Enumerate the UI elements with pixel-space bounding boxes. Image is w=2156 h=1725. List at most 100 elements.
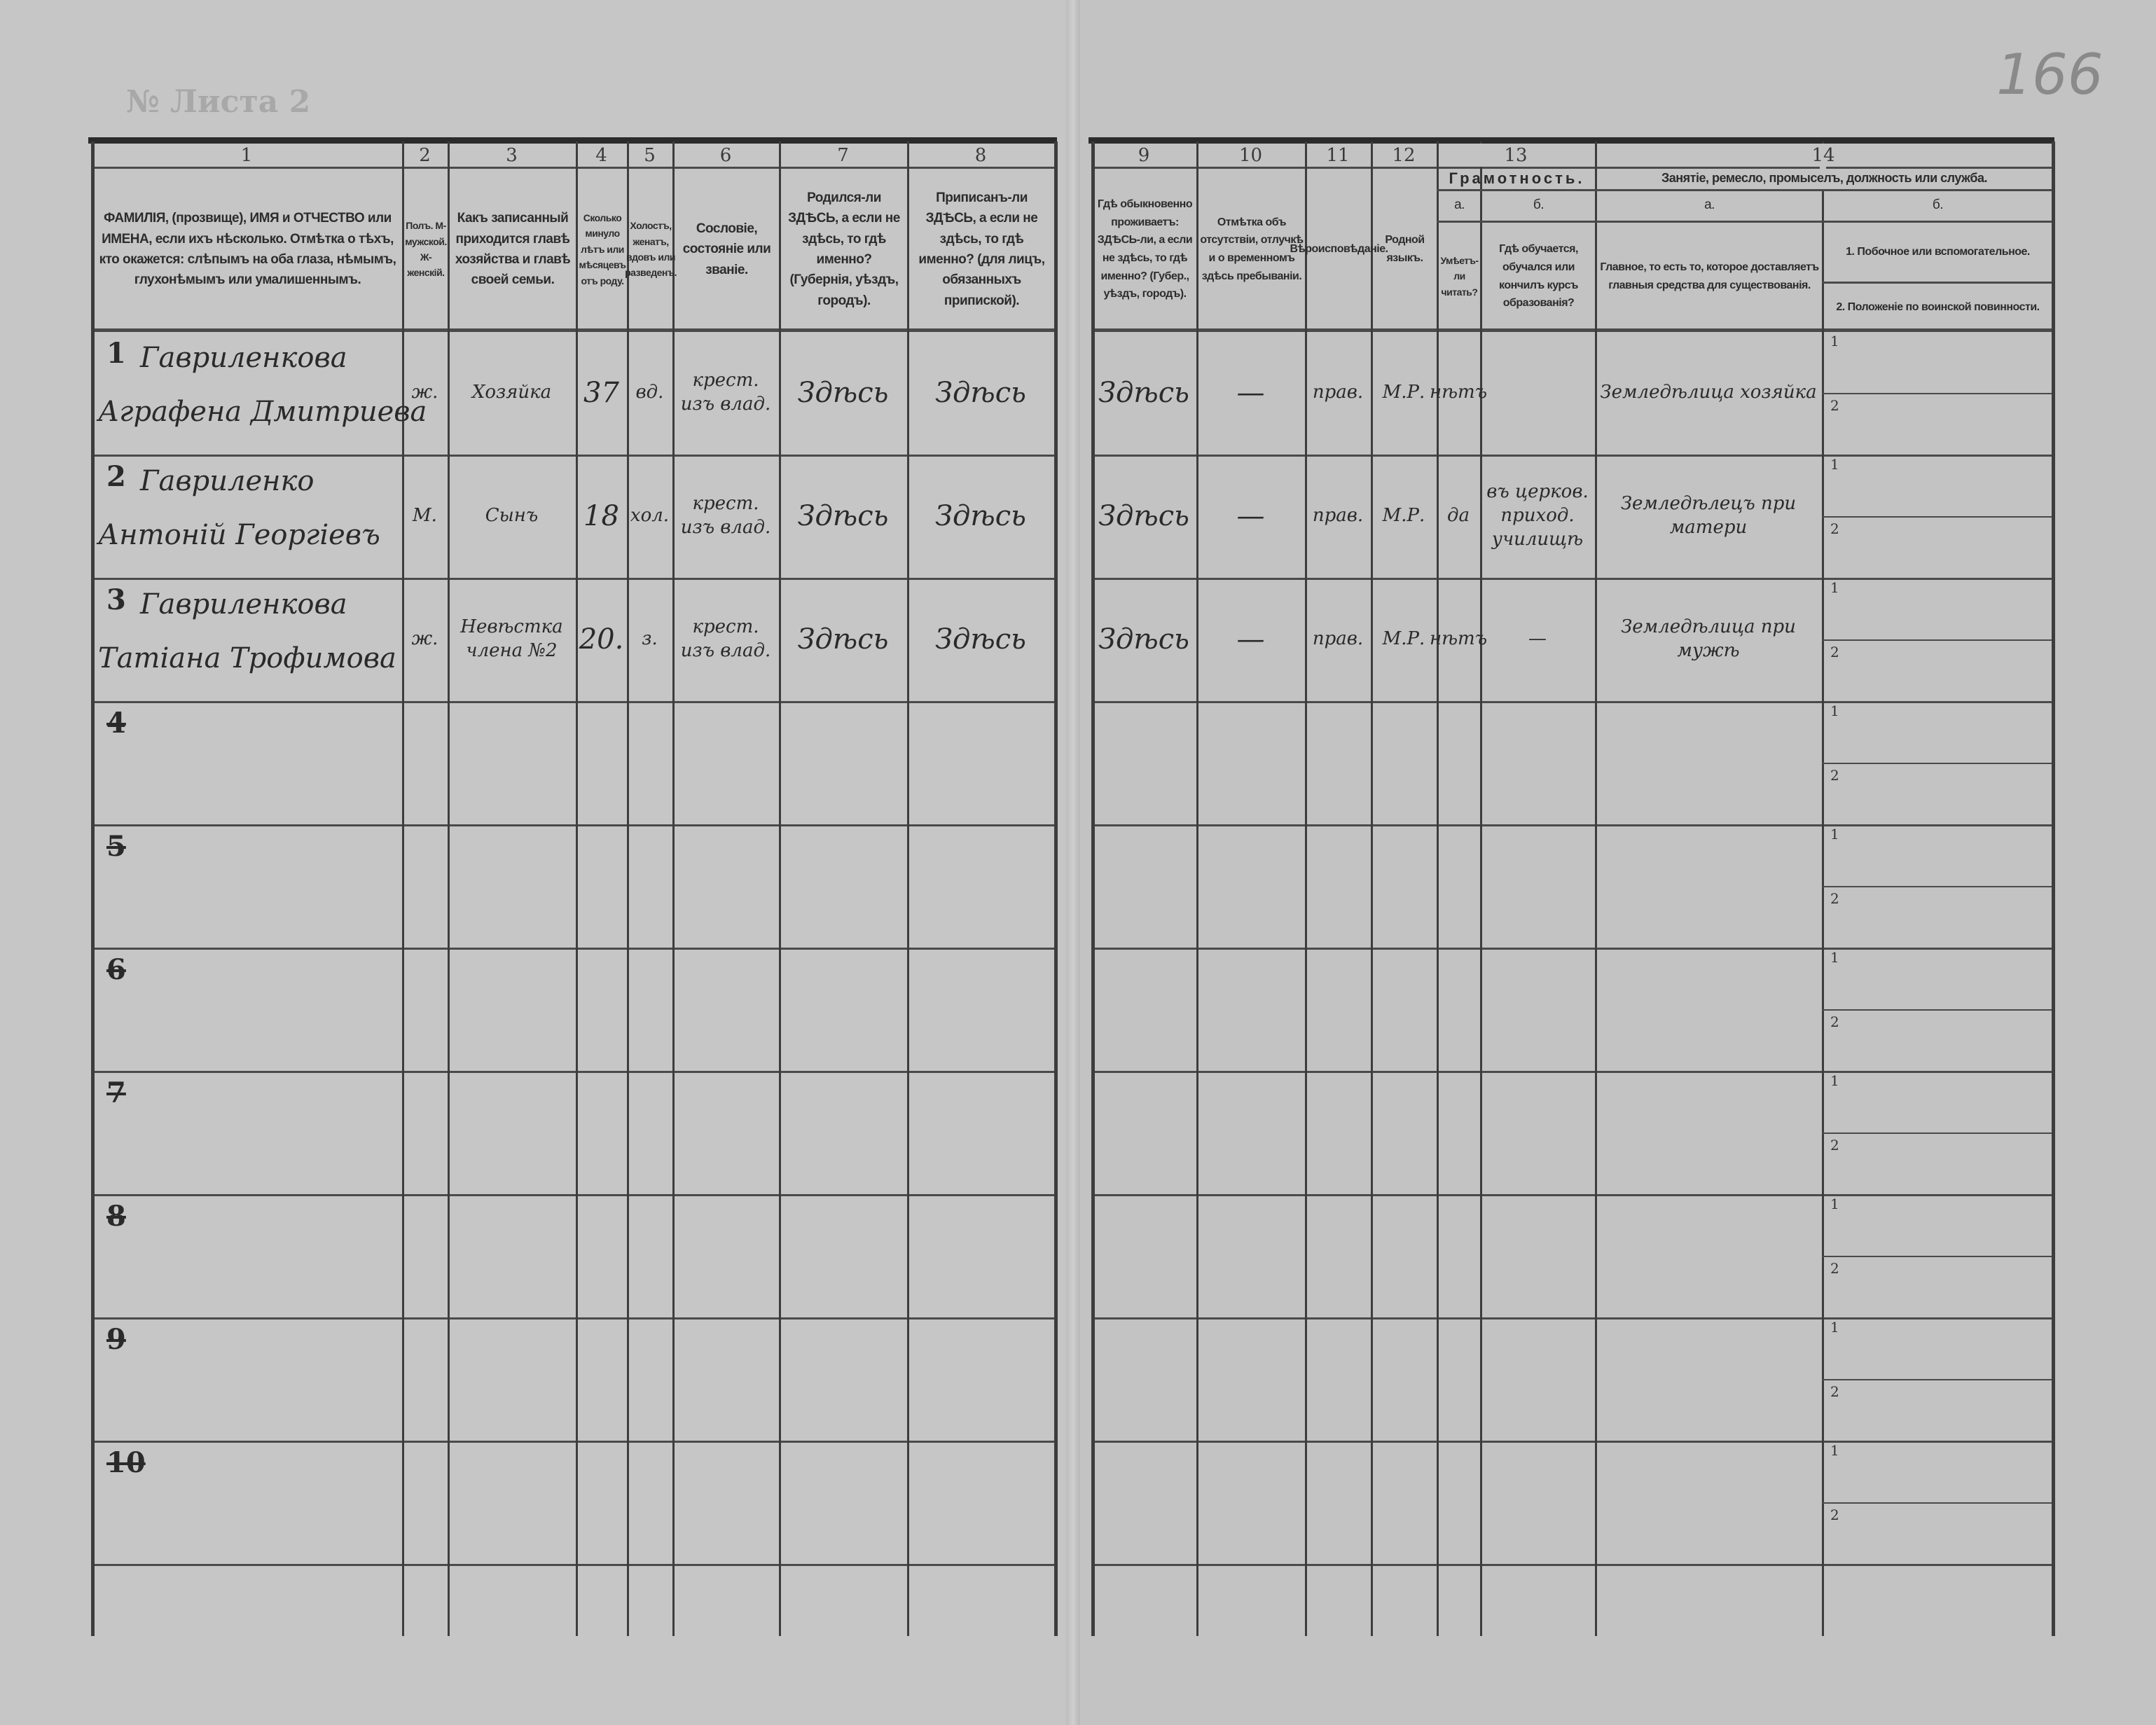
cell-age: 20. [579,623,624,656]
row-divider [91,1564,1054,1566]
group-divider [1437,221,2052,223]
cell-sex: ж. [411,382,438,403]
column-number-10: 10 [1238,144,1263,166]
column-line [2052,141,2055,1636]
header-number-divider [1091,167,2052,169]
header-bottom-divider [91,328,1054,332]
subrow-label-1: 1 [1830,579,1839,596]
row-number: 3 [106,583,126,616]
subrow-divider [1822,1009,2052,1011]
column-line [1091,141,1095,1636]
cell-school: въ церков. приход. училищѣ [1486,481,1589,550]
row-number: 2 [106,460,126,493]
column-line [1595,141,1597,1636]
header-occupation-b-letter: б. [1932,198,1944,213]
row-number: 10 [106,1446,146,1479]
cell-language: М.Р. [1382,628,1425,650]
column-number-14: 14 [1811,144,1835,166]
row-number: 6 [106,953,126,986]
row-number: 7 [106,1076,126,1109]
header-sex: Полъ. М-мужской. Ж-женскій. [405,220,447,279]
row-divider [1091,948,2052,950]
column-line [1437,141,1439,1636]
column-line [1371,141,1373,1636]
row-divider [91,578,1054,580]
subrow-divider [1822,393,2052,394]
column-number-2: 2 [419,144,431,166]
subrow-label-2: 2 [1830,767,1839,784]
column-line [672,141,675,1636]
cell-occupation: Земледѣлица при мужѣ [1621,616,1796,661]
given-name-patronymic: Антоній Георгіевъ [98,519,380,551]
subrow-divider [1822,639,2052,641]
cell-residence: Здѣсь [1098,500,1189,532]
page-number: 166 [1996,42,2103,107]
column-number-5: 5 [644,144,656,166]
column-number-13: 13 [1504,144,1528,166]
right-page [1072,0,2156,1725]
surname: Гавриленкова [140,588,347,621]
subrow-label-2: 2 [1830,1260,1839,1277]
subrow-label-1: 1 [1830,1072,1839,1089]
cell-occupation: Земледѣлецъ при матери [1620,493,1797,538]
header-secondary-occupation: 1. Побочное или вспомогательное. [1846,245,2030,258]
cell-birthplace: Здѣсь [797,500,889,532]
row-divider [91,948,1054,950]
cell-literate: нѣтъ [1429,382,1488,403]
subrow-label-1: 1 [1830,456,1839,473]
column-line [1480,141,1482,1636]
header-name: ФАМИЛІЯ, (прозвище), ИМЯ и ОТЧЕСТВО или … [99,211,396,288]
cell-estate: крест. изъ влад. [680,493,771,538]
subrow-divider [1822,1132,2052,1134]
row-divider [1091,455,2052,457]
row-divider [1091,1441,2052,1443]
cell-school: — [1528,628,1547,650]
page-fold [1066,0,1080,1725]
row-number: 1 [106,337,126,370]
row-divider [1091,1564,2052,1566]
cell-language: М.Р. [1382,505,1425,527]
subrow-label-1: 1 [1830,826,1839,843]
cell-birthplace: Здѣсь [797,623,889,656]
cell-religion: прав. [1312,505,1364,527]
subrow-label-1: 1 [1830,1442,1839,1459]
cell-age: 37 [583,377,619,409]
column-number-6: 6 [719,144,732,166]
column-line [91,141,95,1636]
subrow-divider [1822,1256,2052,1257]
header-literacy-b-letter: б. [1533,198,1545,213]
header-occupation: Занятіе, ремесло, промыселъ, должность и… [1661,171,1988,186]
header-number-divider [91,167,1054,169]
cell-literate: да [1447,505,1470,527]
column-number-8: 8 [974,144,987,166]
subrow-label-2: 2 [1830,1137,1839,1154]
column-number-3: 3 [506,144,518,166]
subrow-label-1: 1 [1830,949,1839,966]
cell-absence: — [1236,500,1265,532]
header-literacy-a-letter: а. [1454,198,1465,213]
subrow-label-2: 2 [1830,1013,1839,1030]
subrow-label-1: 1 [1830,333,1839,349]
column-number-1: 1 [240,144,253,166]
row-divider [91,824,1054,826]
cell-sex: М. [413,505,437,527]
table-top-border [88,137,1057,144]
row-number: 5 [106,830,126,863]
column-line [1054,141,1058,1636]
subrow-label-1: 1 [1830,702,1839,719]
subrow-label-2: 2 [1830,644,1839,660]
row-divider [1091,578,2052,580]
row-divider [91,1071,1054,1073]
cell-occupation: Земледѣлица хозяйка [1600,382,1817,403]
cell-residence: Здѣсь [1098,623,1189,656]
column-number-12: 12 [1392,144,1416,166]
sheet-label: № Листа 2 [126,84,311,120]
cell-absence: — [1236,623,1265,656]
subrow-label-2: 2 [1830,1383,1839,1400]
header-residence: Гдѣ обыкновенно проживаетъ: ЗДѢСЬ-ли, а … [1097,198,1193,300]
header-birthplace: Родился-ли ЗДѢСЬ, а если не здѣсь, то гд… [788,190,900,308]
header-education: Гдѣ обучается, обучался или кончилъ курс… [1499,243,1578,310]
cell-relation: Невѣстка члена №2 [460,616,563,661]
header-language: Родной языкъ. [1385,234,1425,264]
cell-registered: Здѣсь [935,377,1026,409]
